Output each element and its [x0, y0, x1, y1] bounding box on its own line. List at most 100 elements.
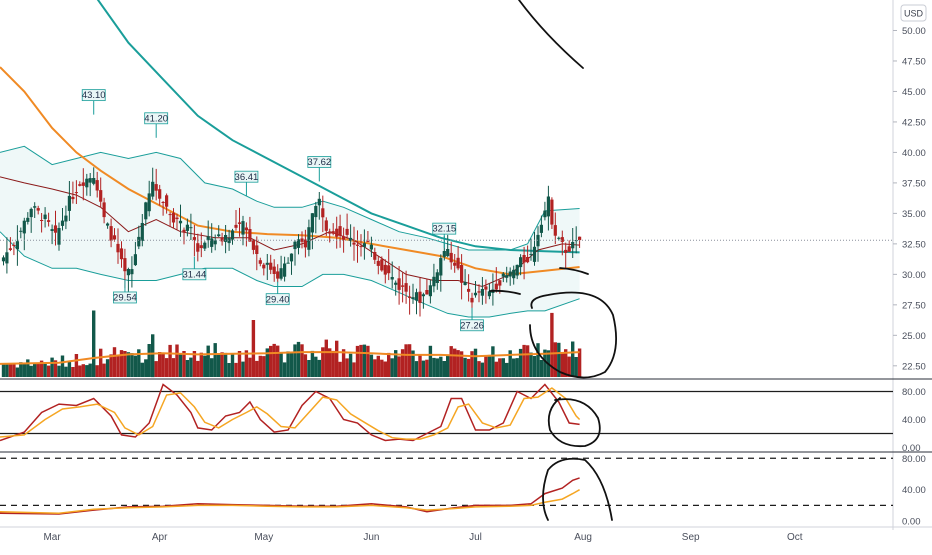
candle [532, 231, 537, 266]
candle-body [151, 181, 155, 197]
currency-badge-box [900, 4, 927, 22]
time-axis-label: Jun [363, 532, 379, 543]
candle-body [317, 198, 321, 206]
volume-bar [470, 351, 474, 377]
candle [265, 254, 269, 280]
high-low-label: 29.40 [265, 281, 290, 305]
volume-bar [5, 364, 9, 377]
candle [550, 197, 554, 229]
candle [352, 226, 356, 261]
candle-body [428, 285, 432, 297]
volume-bar [411, 350, 415, 377]
volume-bar [505, 362, 509, 377]
volume-bar [213, 343, 217, 377]
candle-body [8, 248, 12, 250]
candle [182, 227, 186, 245]
candle [449, 241, 453, 270]
volume-bar [258, 355, 262, 377]
volume-bar [407, 344, 412, 377]
candle-body [408, 296, 412, 298]
candle [338, 214, 342, 248]
candle [467, 274, 471, 302]
price-axis-label: 25.00 [902, 331, 926, 342]
volume-bar [206, 345, 210, 377]
volume-bar [192, 351, 197, 377]
volume-bar [269, 345, 273, 377]
candle [321, 195, 325, 233]
candle-body [449, 252, 453, 263]
candle-body [286, 262, 290, 264]
candle-body [175, 217, 179, 220]
candle [154, 168, 158, 201]
price-axis-label: 50.00 [902, 26, 926, 37]
candle [220, 232, 224, 246]
candle-body [394, 282, 398, 285]
candle-body [158, 189, 162, 199]
candle-body [501, 273, 505, 277]
oscillator1-axis: 80.00 40.00 0.00 [902, 387, 926, 454]
volume-bar [43, 363, 47, 377]
candle-body [296, 239, 301, 248]
volume-bar [529, 352, 533, 377]
label-box [144, 112, 169, 125]
candle-body [414, 292, 419, 301]
volume-bar [144, 359, 148, 377]
candle-body [283, 263, 287, 277]
label-box [234, 170, 259, 183]
volume-bar [421, 360, 426, 377]
volume-bar [577, 348, 582, 377]
candle [404, 270, 408, 304]
candle [1, 255, 6, 266]
candle [33, 202, 37, 218]
volume-bar [508, 350, 512, 377]
volume-bar [536, 343, 540, 377]
candle [67, 181, 71, 221]
candle [512, 265, 516, 285]
candle-body [487, 291, 491, 297]
volume-bar [574, 357, 578, 377]
volume-bar [303, 354, 308, 377]
candle-body [571, 242, 575, 249]
candle-body [99, 190, 103, 202]
candle-body [64, 215, 68, 222]
candle-body [494, 283, 498, 290]
candle [50, 224, 54, 245]
time-axis-label: May [254, 532, 273, 543]
candle-body [321, 208, 325, 218]
volume-bar [345, 358, 349, 377]
candle-body [206, 236, 210, 241]
price-axis-label: 35.00 [902, 209, 926, 220]
volume-bar [164, 358, 169, 377]
candle [526, 245, 530, 264]
candle [505, 266, 509, 283]
candle-body [224, 235, 228, 242]
candle-body [522, 255, 526, 263]
candle-body [71, 196, 75, 200]
candle-body [442, 251, 446, 257]
candle-body [480, 289, 484, 296]
volume-bar [355, 345, 360, 377]
volume-bar [262, 356, 266, 377]
candle [178, 204, 183, 237]
volume-bar [185, 360, 190, 377]
volume-bar [99, 348, 103, 377]
candle [244, 222, 248, 247]
volume-bar [33, 363, 37, 377]
volume-bar [276, 345, 280, 377]
candle [522, 246, 526, 280]
volume-bar [501, 358, 505, 377]
candle [130, 256, 134, 288]
volume-bar [400, 349, 405, 377]
volume-bar [210, 358, 214, 377]
candle-body [33, 206, 37, 208]
volume-bar [522, 344, 526, 377]
price-axis-label: 42.50 [902, 117, 926, 128]
price-label-text: 43.10 [82, 90, 106, 101]
volume-bar [338, 361, 342, 377]
candle [567, 240, 571, 253]
volume-bar [112, 347, 117, 377]
volume-bar [473, 348, 478, 377]
candle-body [498, 280, 502, 286]
